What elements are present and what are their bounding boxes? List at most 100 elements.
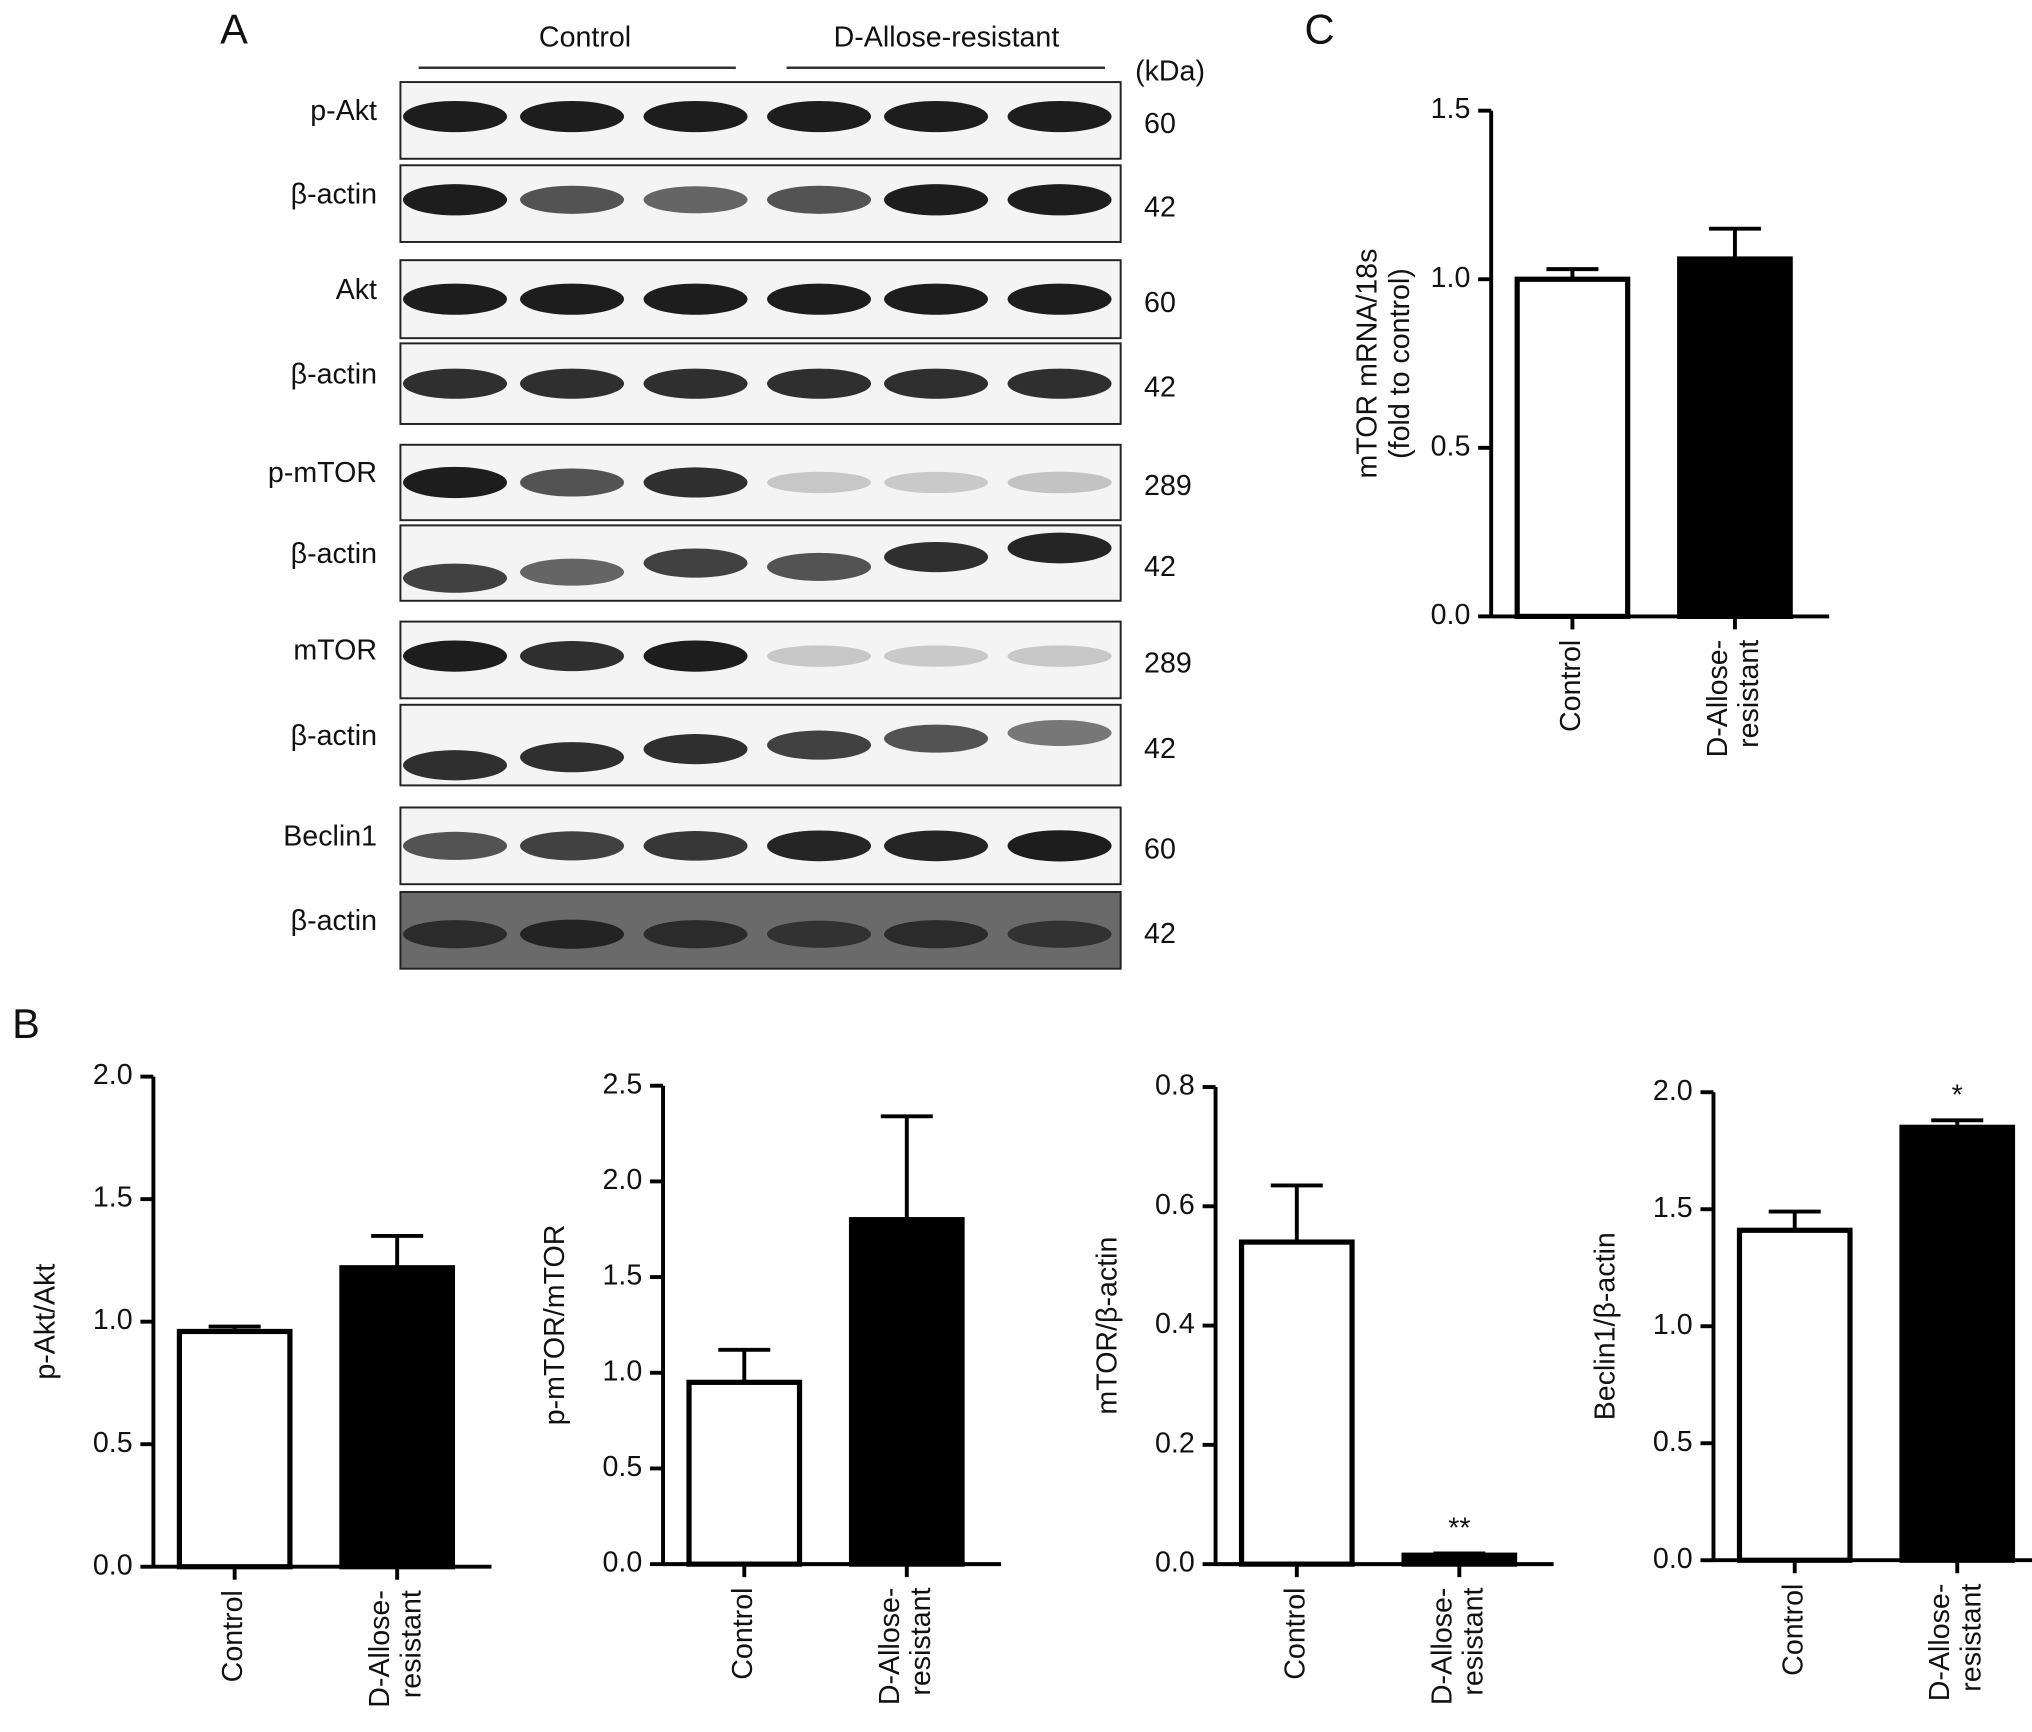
- y-tick-label: 0.2: [1155, 1427, 1195, 1459]
- blot-label: p-mTOR: [268, 457, 377, 489]
- blot-kda: 289: [1144, 470, 1192, 502]
- blot-band: [884, 283, 989, 315]
- blot-band: [403, 920, 508, 949]
- y-tick-label: 0.0: [1155, 1547, 1195, 1579]
- y-tick-label: 0.0: [1431, 599, 1471, 631]
- panel-label: C: [1305, 6, 1335, 53]
- blot-band: [884, 184, 989, 216]
- blot-band: [520, 185, 625, 214]
- blot-frame: [399, 703, 1122, 787]
- blot-band: [520, 468, 625, 497]
- x-tick-label: Control: [1555, 640, 1587, 732]
- y-tick-label: 1.5: [93, 1182, 133, 1214]
- blot-band: [1007, 184, 1112, 216]
- panel-label: A: [220, 6, 248, 53]
- x-tick-label: resistant: [1955, 1584, 1987, 1692]
- blot-band: [1007, 532, 1112, 564]
- blot-band: [643, 368, 748, 399]
- blot-band: [403, 640, 508, 672]
- y-tick-label: 0.4: [1155, 1308, 1195, 1340]
- y-tick-label: 2.0: [1653, 1075, 1693, 1107]
- blot-band: [884, 830, 989, 862]
- blot-frame: [399, 164, 1122, 243]
- blot-band: [884, 368, 989, 399]
- x-tick-label: D-Allose-: [364, 1590, 396, 1708]
- blot-band: [1007, 720, 1112, 747]
- annotation: **: [1448, 1513, 1470, 1545]
- x-tick-label: resistant: [395, 1590, 427, 1698]
- blot-band: [643, 831, 748, 861]
- y-axis-label: mTOR/β-actin: [1092, 1237, 1124, 1415]
- blot-band: [884, 645, 989, 667]
- blot-band: [520, 919, 625, 949]
- y-tick-label: 0.6: [1155, 1189, 1195, 1221]
- blot-band: [767, 100, 872, 133]
- bar: [176, 1328, 293, 1570]
- y-tick-label: 0.5: [93, 1427, 133, 1459]
- bar: [1899, 1124, 2016, 1563]
- blot-frame: [399, 81, 1122, 160]
- bar: [1514, 276, 1631, 619]
- blot-band: [643, 283, 748, 315]
- y-tick-label: 2.0: [602, 1164, 642, 1196]
- blot-band: [1007, 283, 1112, 315]
- blot-band: [520, 368, 625, 399]
- y-tick-label: 1.5: [1431, 93, 1471, 125]
- y-tick-label: 1.0: [1653, 1309, 1693, 1341]
- blot-band: [520, 283, 625, 315]
- blot-frame: [399, 620, 1122, 700]
- blot-band: [767, 368, 872, 399]
- blot-band: [643, 920, 748, 949]
- y-tick-label: 0.0: [602, 1547, 642, 1579]
- blot-band: [767, 830, 872, 862]
- blot-band: [643, 100, 748, 133]
- blot-label: β-actin: [291, 538, 377, 570]
- blot-band: [767, 645, 872, 667]
- blot-band: [643, 548, 748, 578]
- annotation: *: [1952, 1079, 1963, 1111]
- blot-band: [884, 920, 989, 949]
- blot-band: [884, 100, 989, 133]
- x-tick-label: D-Allose-: [874, 1588, 906, 1706]
- x-tick-label: Control: [727, 1588, 759, 1680]
- blot-kda: 42: [1144, 551, 1176, 583]
- panel-label: B: [12, 1000, 40, 1047]
- blot-band: [403, 466, 508, 499]
- y-axis-label: (fold to control): [1384, 268, 1416, 459]
- y-tick-label: 0.0: [93, 1549, 133, 1581]
- blot-kda: 60: [1144, 108, 1176, 140]
- blot-band: [767, 471, 872, 494]
- bar: [339, 1265, 456, 1570]
- x-tick-label: Control: [1279, 1588, 1311, 1680]
- x-tick-label: D-Allose-: [1702, 640, 1734, 758]
- blot-band: [403, 184, 508, 216]
- blot-band: [403, 283, 508, 315]
- blot-label: mTOR: [293, 635, 377, 667]
- y-axis-label: p-mTOR/mTOR: [539, 1225, 571, 1426]
- blot-band: [403, 750, 508, 781]
- blot-band: [1007, 830, 1112, 862]
- blot-band: [403, 368, 508, 399]
- blot-frame: [399, 524, 1122, 602]
- y-tick-label: 2.5: [602, 1068, 642, 1100]
- blot-kda: 60: [1144, 287, 1176, 319]
- y-tick-label: 1.0: [93, 1304, 133, 1336]
- blot-band: [403, 831, 508, 860]
- x-tick-label: Control: [1777, 1584, 1809, 1676]
- x-tick-label: resistant: [1457, 1587, 1489, 1695]
- y-axis-label: p-Akt/Akt: [29, 1264, 61, 1380]
- blot-band: [520, 641, 625, 672]
- y-tick-label: 2.0: [93, 1059, 133, 1091]
- x-tick-label: D-Allose-: [1924, 1584, 1956, 1702]
- blot-band: [403, 563, 508, 593]
- blot-band: [520, 558, 625, 586]
- y-tick-label: 0.5: [1431, 430, 1471, 462]
- blot-kda: 42: [1144, 918, 1176, 950]
- y-tick-label: 1.0: [602, 1355, 642, 1387]
- blot-kda: 42: [1144, 733, 1176, 765]
- blot-band: [643, 640, 748, 672]
- blot-kda: 289: [1144, 648, 1192, 680]
- blot-band: [643, 186, 748, 214]
- blot-band: [1007, 920, 1112, 948]
